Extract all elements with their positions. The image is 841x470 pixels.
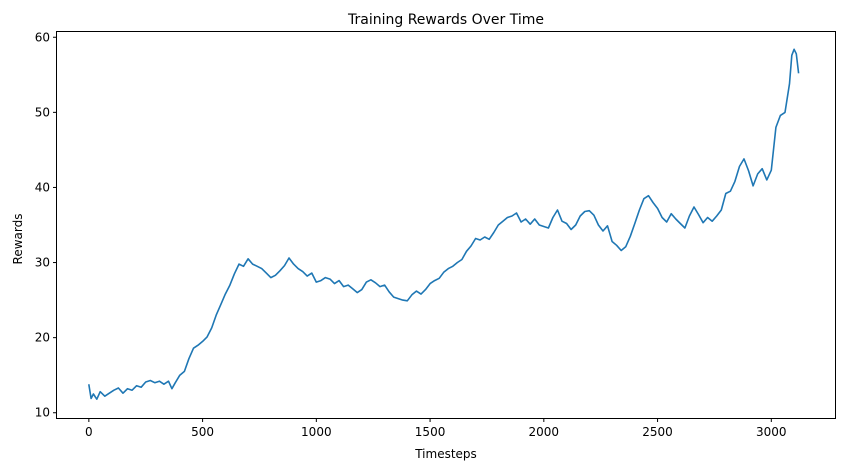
x-axis: 0 500 1000 1500 2000 2500 3000 xyxy=(85,418,787,439)
x-tick-label: 2000 xyxy=(529,425,560,439)
series-line-0 xyxy=(88,48,800,400)
x-tick-label: 2500 xyxy=(642,425,673,439)
chart-title: Training Rewards Over Time xyxy=(347,12,544,28)
plot-frame xyxy=(56,31,836,419)
x-tick-label: 3000 xyxy=(756,425,787,439)
x-axis-label: Timesteps xyxy=(414,447,477,461)
plot-area xyxy=(88,48,800,400)
y-tick-label: 50 xyxy=(35,105,50,119)
y-tick-label: 60 xyxy=(35,30,50,44)
x-tick-label: 0 xyxy=(85,425,93,439)
y-axis: 10 20 30 40 50 60 xyxy=(35,30,57,420)
x-tick-label: 1500 xyxy=(415,425,446,439)
x-tick-label: 1000 xyxy=(301,425,332,439)
y-tick-label: 20 xyxy=(35,331,50,345)
y-axis-label: Rewards xyxy=(11,214,25,265)
y-tick-label: 40 xyxy=(35,180,50,194)
y-tick-label: 10 xyxy=(35,406,50,420)
x-tick-label: 500 xyxy=(191,425,214,439)
y-tick-label: 30 xyxy=(35,256,50,270)
